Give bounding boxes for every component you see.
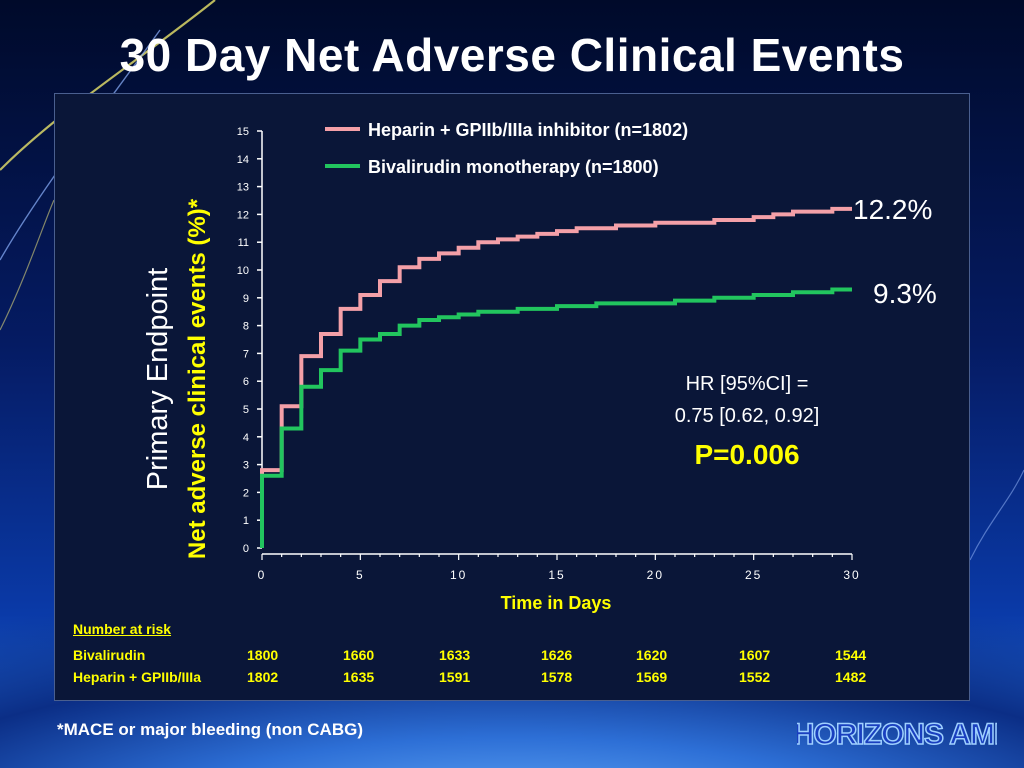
- risk-cell: 1620: [636, 647, 668, 663]
- x-tick-label: 25: [745, 568, 762, 582]
- risk-cell: 1552: [739, 669, 771, 685]
- y-axis-title-secondary: Net adverse clinical events (%)*: [184, 198, 211, 559]
- risk-cell: 1800: [247, 647, 279, 663]
- y-tick-label: 4: [243, 432, 249, 444]
- risk-cell: 1626: [541, 647, 573, 663]
- y-tick-label: 2: [243, 487, 249, 499]
- y-tick-label: 10: [237, 265, 249, 277]
- risk-cell: 1591: [439, 669, 471, 685]
- y-tick-label: 0: [243, 543, 249, 555]
- y-axis-title-primary: Primary Endpoint: [142, 268, 174, 490]
- y-tick-label: 3: [243, 460, 249, 472]
- risk-cell: 1660: [343, 647, 375, 663]
- end-label-bivalirudin: 9.3%: [873, 278, 937, 309]
- slide-title: 30 Day Net Adverse Clinical Events: [119, 29, 905, 81]
- y-tick-label: 6: [243, 376, 249, 388]
- hr-label: HR [95%CI] =: [686, 373, 809, 395]
- risk-row-label: Heparin + GPIIb/IIIa: [73, 669, 201, 685]
- risk-cell: 1482: [835, 669, 867, 685]
- y-tick-label: 9: [243, 293, 249, 305]
- risk-cell: 1635: [343, 669, 375, 685]
- x-tick-label: 20: [647, 568, 664, 582]
- risk-cell: 1633: [439, 647, 471, 663]
- x-tick-label: 10: [450, 568, 467, 582]
- legend: Heparin + GPIIb/IIIa inhibitor (n=1802) …: [325, 120, 688, 177]
- legend-label-bivalirudin: Bivalirudin monotherapy (n=1800): [368, 157, 659, 177]
- x-tick-label: 5: [356, 568, 365, 582]
- y-tick-label: 1: [243, 515, 249, 527]
- x-axis-title: Time in Days: [501, 593, 612, 613]
- chart-panel: 0 1 2 3 4 5 6 7 8 9 10 11 12 13 14 15 0 5 10 15 20 25 30 Prima…: [54, 93, 970, 701]
- y-tick-label: 14: [237, 154, 249, 166]
- end-label-heparin: 12.2%: [853, 194, 932, 225]
- hr-value: 0.75 [0.62, 0.92]: [675, 405, 820, 427]
- risk-cell: 1607: [739, 647, 771, 663]
- x-tick-label: 30: [843, 568, 860, 582]
- series-lines: [260, 206, 852, 548]
- y-tick-label: 15: [237, 126, 249, 138]
- y-tick-label: 12: [237, 209, 249, 221]
- p-value: P=0.006: [694, 439, 799, 470]
- risk-cell: 1569: [636, 669, 668, 685]
- legend-label-heparin: Heparin + GPIIb/IIIa inhibitor (n=1802): [368, 120, 688, 140]
- series-line-bivalirudin: [260, 287, 852, 548]
- y-tick-label: 11: [238, 237, 249, 249]
- footnote: *MACE or major bleeding (non CABG): [57, 720, 363, 739]
- risk-table-header: Number at risk: [73, 621, 172, 637]
- y-tick-label: 7: [243, 348, 249, 360]
- risk-cell: 1802: [247, 669, 279, 685]
- logo-text: HORIZONS AMI: [797, 718, 997, 751]
- y-tick-label: 8: [243, 321, 249, 333]
- horizons-ami-logo: HORIZONS AMI: [797, 717, 997, 752]
- x-tick-label: 15: [548, 568, 565, 582]
- y-tick-label: 13: [237, 182, 249, 194]
- risk-cell: 1578: [541, 669, 573, 685]
- risk-row-label: Bivalirudin: [73, 647, 146, 663]
- risk-cell: 1544: [835, 647, 867, 663]
- y-tick-label: 5: [243, 404, 249, 416]
- series-line-heparin: [260, 206, 852, 548]
- x-tick-label: 0: [258, 568, 267, 582]
